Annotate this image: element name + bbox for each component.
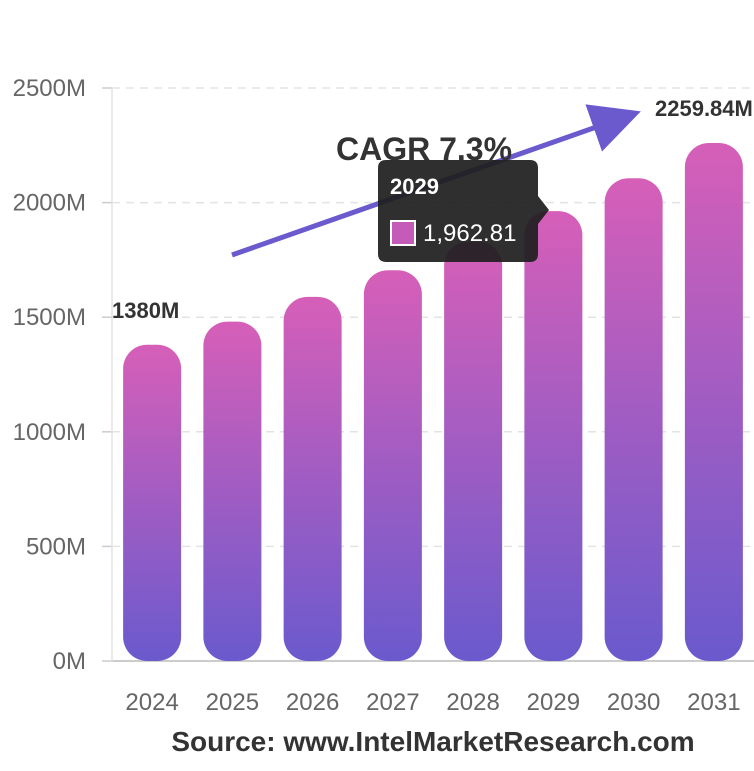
x-tick-label: 2030 bbox=[607, 689, 660, 716]
x-axis: 2024 2025 2026 2027 2028 2029 2030 2031 bbox=[125, 689, 740, 716]
start-value-label: 1380M bbox=[112, 298, 179, 323]
end-value-label: 2259.84M bbox=[655, 96, 753, 121]
x-tick-label: 2031 bbox=[687, 689, 740, 716]
bar-2024[interactable] bbox=[123, 344, 182, 661]
x-tick-label: 2027 bbox=[366, 689, 419, 716]
source-caption: Source: www.IntelMarketResearch.com bbox=[171, 726, 695, 757]
tooltip-title: 2029 bbox=[390, 174, 439, 199]
x-tick-label: 2024 bbox=[125, 689, 178, 716]
y-tick-label: 1000M bbox=[13, 419, 86, 446]
tooltip-box bbox=[378, 160, 549, 262]
y-tick-label: 2000M bbox=[13, 190, 86, 217]
y-tick-label: 1500M bbox=[13, 304, 86, 331]
tooltip: 2029 1,962.81 bbox=[378, 160, 549, 262]
y-tick-label: 500M bbox=[26, 533, 86, 560]
y-axis: 0M 500M 1000M 1500M 2000M 2500M bbox=[13, 75, 86, 675]
bar-2025[interactable] bbox=[203, 321, 262, 661]
bar-2026[interactable] bbox=[283, 296, 342, 661]
x-tick-label: 2025 bbox=[206, 689, 259, 716]
tooltip-swatch bbox=[390, 220, 416, 246]
x-tick-label: 2029 bbox=[527, 689, 580, 716]
x-tick-label: 2026 bbox=[286, 689, 339, 716]
bar-2029[interactable] bbox=[524, 211, 583, 661]
x-tick-label: 2028 bbox=[446, 689, 499, 716]
bar-2031[interactable] bbox=[684, 143, 743, 661]
y-tick-label: 0M bbox=[53, 648, 86, 675]
bar-2030[interactable] bbox=[604, 178, 663, 662]
y-tick-label: 2500M bbox=[13, 75, 86, 102]
bar-2027[interactable] bbox=[363, 270, 422, 661]
bar-2028[interactable] bbox=[444, 241, 503, 662]
bars bbox=[123, 143, 743, 662]
tooltip-value: 1,962.81 bbox=[423, 220, 516, 247]
